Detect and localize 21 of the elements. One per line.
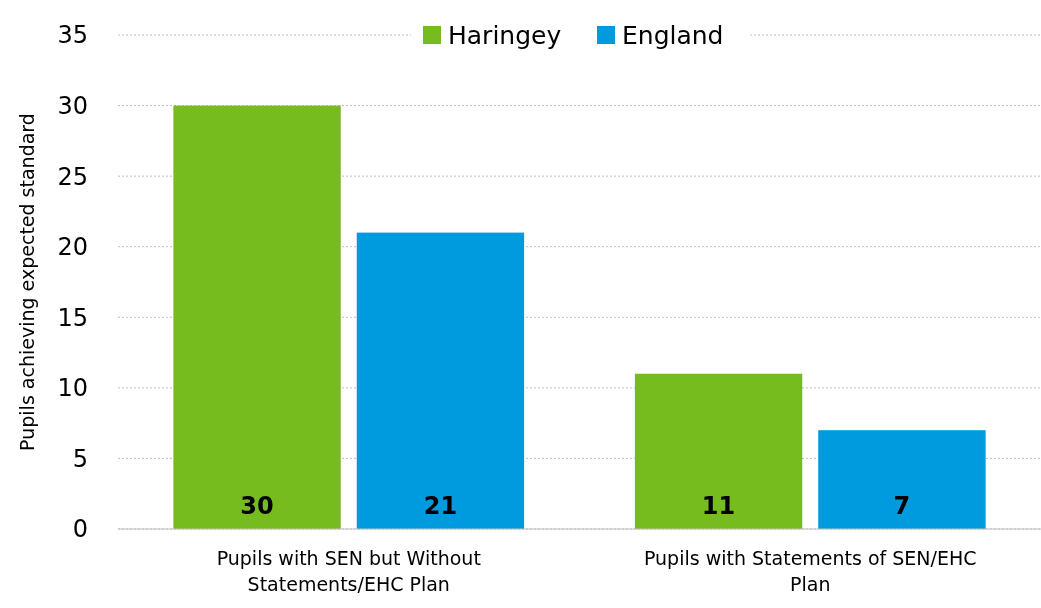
x-tick-label: Pupils with SEN but Without Statements/EHC Plan [216, 547, 481, 595]
y-axis-title: Pupils achieving expected standard [16, 113, 38, 451]
x-tick-label: Pupils with Statements of SEN/EHC Plan [643, 547, 977, 595]
bar [634, 373, 803, 529]
y-tick-label: 20 [57, 233, 88, 262]
y-tick-label: 0 [72, 515, 88, 544]
bar [356, 232, 525, 529]
y-tick-label: 5 [72, 444, 88, 473]
y-tick-label: 30 [57, 91, 88, 120]
data-label: 11 [701, 492, 736, 520]
data-label: 7 [893, 492, 911, 520]
legend-label: Haringey [448, 20, 562, 50]
bar [818, 430, 986, 529]
y-tick-label: 15 [57, 303, 88, 332]
legend-label: England [622, 20, 724, 50]
bar [173, 105, 341, 529]
data-label: 21 [423, 492, 458, 520]
y-tick-label: 35 [57, 21, 88, 50]
y-tick-label: 25 [57, 162, 88, 191]
data-label: 30 [240, 492, 274, 520]
y-tick-label: 10 [57, 374, 88, 403]
